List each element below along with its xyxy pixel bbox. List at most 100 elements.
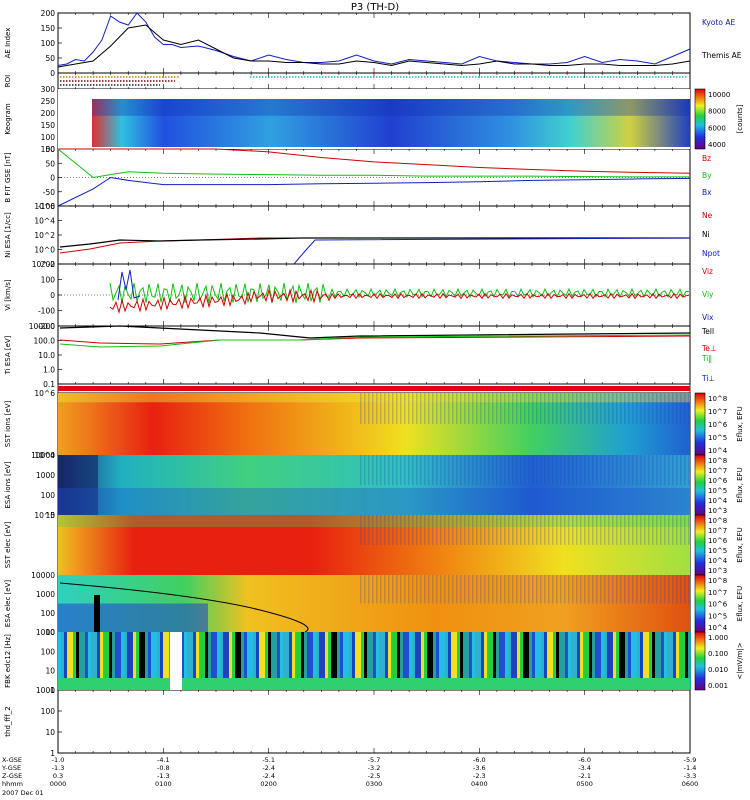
- sst1-stripe: [596, 393, 598, 424]
- ti-y-tick-label: 1.0: [43, 366, 55, 375]
- colorbar-label: <|mV/m|>: [736, 642, 744, 679]
- fbk-column: [559, 632, 562, 690]
- fbk-column: [115, 632, 118, 690]
- fff-panel: [57, 689, 691, 754]
- sst1-stripe: [600, 393, 602, 424]
- sst1-stripe: [624, 393, 626, 424]
- sst1-stripe: [520, 393, 522, 424]
- esa1-y-tick-label: 1000: [36, 471, 55, 480]
- sst1-stripe: [468, 393, 470, 424]
- fbk-column: [427, 632, 430, 690]
- fbk-column: [526, 632, 529, 690]
- esa2-stripe: [540, 575, 542, 604]
- esa1-stripe: [676, 455, 678, 485]
- fbk-column: [625, 632, 628, 690]
- colorbar-label: Eflux, EFU: [736, 467, 744, 502]
- esa2-stripe: [688, 575, 690, 604]
- esa2-stripe: [408, 575, 410, 604]
- fbk-column: [325, 632, 328, 690]
- colorbar-tick-label: 10^6: [708, 477, 728, 485]
- fbk-column: [355, 632, 358, 690]
- esa1-stripe: [364, 455, 366, 485]
- fbk-column: [595, 632, 598, 690]
- esa1-stripe: [668, 455, 670, 485]
- esa1-stripe: [648, 455, 650, 485]
- sst2-stripe: [384, 515, 386, 545]
- fbk-column: [610, 632, 613, 690]
- sst2-stripe: [404, 515, 406, 545]
- fbk-column: [304, 632, 307, 690]
- esa2-stripe: [368, 575, 370, 604]
- fbk-column: [307, 632, 310, 690]
- esa1-stripe: [556, 455, 558, 485]
- esa2-stripe: [416, 575, 418, 604]
- esa1-stripe: [664, 455, 666, 485]
- fff-label: thd_fff_2: [4, 706, 12, 736]
- sst1-stripe: [476, 393, 478, 424]
- fbk-column: [502, 632, 505, 690]
- esa2-stripe: [628, 575, 630, 604]
- colorbar-tick-label: 10^4: [708, 557, 728, 565]
- sst1-stripe: [676, 393, 678, 424]
- keogram-y-tick-label: 50: [45, 145, 55, 154]
- esa2-colorbar: [694, 574, 706, 633]
- x-tick-label: 0.3: [53, 772, 63, 780]
- esa1-stripe: [408, 455, 410, 485]
- sst1-colorbar: [694, 392, 706, 456]
- bfit-ylabel: B FIT GSE [nT]: [4, 152, 12, 203]
- x-tick-label: -6.0: [578, 756, 591, 764]
- esa1-stripe: [456, 455, 458, 485]
- fbk-column: [196, 632, 199, 690]
- fbk-y-tick-label: 10: [45, 667, 55, 676]
- sst1-stripe: [592, 393, 594, 424]
- sst2-stripe: [424, 515, 426, 545]
- colorbar-tick-label: 10^6: [708, 421, 728, 429]
- x-tick-label: -3.2: [368, 764, 381, 772]
- fbk-column: [310, 632, 313, 690]
- x-tick-label: 0300: [366, 780, 383, 788]
- fbk-column: [253, 632, 256, 690]
- esa1-stripe: [388, 455, 390, 485]
- ni-y-tick-label: 10^6: [34, 202, 55, 211]
- keogram-y-tick-label: 200: [41, 109, 56, 118]
- sst2-stripe: [628, 515, 630, 545]
- ni-legend-ne: Ne: [702, 211, 713, 220]
- sst1-stripe: [400, 393, 402, 424]
- sst1-y-tick-label: 10^6: [34, 389, 55, 398]
- ti-legend-1: Te⊥: [701, 344, 716, 353]
- colorbar-tick-label: 10^6: [708, 601, 728, 609]
- colorbar-tick-label: 10^7: [708, 467, 727, 475]
- fbk-column: [397, 632, 400, 690]
- ni-y-tick-label: 10^2: [34, 231, 55, 240]
- esa1-stripe: [376, 455, 378, 485]
- fbk-column: [121, 632, 124, 690]
- sst1-stripe: [416, 393, 418, 424]
- fbk-column: [160, 632, 163, 690]
- fbk-column: [277, 632, 280, 690]
- esa1-y-tick-label: 100: [41, 491, 56, 500]
- fbk-column: [208, 632, 211, 690]
- fbk-column: [508, 632, 511, 690]
- fbk-column: [361, 632, 364, 690]
- esa1-stripe: [548, 455, 550, 485]
- esa1-stripe: [652, 455, 654, 485]
- esa1-stripe: [480, 455, 482, 485]
- sst1-stripe: [576, 393, 578, 424]
- esa2-stripe: [660, 575, 662, 604]
- esa2-y-tick-label: 10: [45, 628, 55, 637]
- fbk-column: [280, 632, 283, 690]
- fbk-column: [484, 632, 487, 690]
- sst1-stripe: [436, 393, 438, 424]
- esa1-stripe: [620, 455, 622, 485]
- vi-y-tick-label: -100: [38, 307, 55, 316]
- fbk-column: [670, 632, 673, 690]
- fbk-column: [262, 632, 265, 690]
- sst2-stripe: [644, 515, 646, 545]
- sst2-stripe: [548, 515, 550, 545]
- fbk-column: [568, 632, 571, 690]
- sst1-stripe: [604, 393, 606, 424]
- sst1-stripe: [488, 393, 490, 424]
- roi-label: ROI: [4, 75, 12, 87]
- fbk-column: [637, 632, 640, 690]
- fbk-column: [313, 632, 316, 690]
